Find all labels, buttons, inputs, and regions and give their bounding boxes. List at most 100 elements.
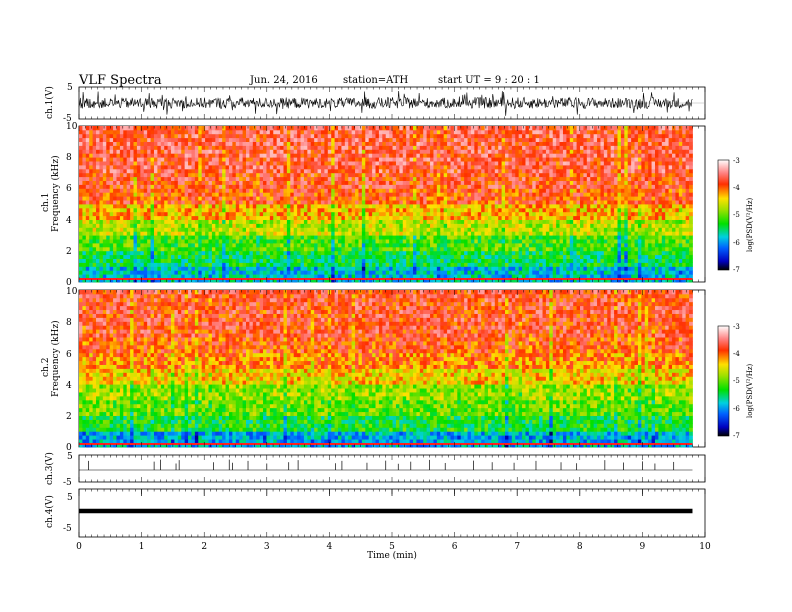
spectrogram-cell	[430, 231, 434, 236]
spectrogram-cell	[358, 196, 363, 201]
spectrogram-cell	[351, 157, 356, 162]
spectrogram-cell	[378, 258, 383, 263]
spectrogram-cell	[389, 176, 393, 181]
spectrogram-cell	[382, 180, 387, 185]
spectrogram-cell	[300, 235, 305, 240]
spectrogram-cell	[460, 200, 465, 205]
spectrogram-cell	[491, 141, 496, 146]
spectrogram-cell	[334, 180, 339, 185]
spectrogram-cell	[395, 223, 400, 228]
spectrogram-cell	[460, 204, 465, 209]
spectrogram-cell	[365, 176, 370, 181]
spectrogram-cell	[331, 149, 336, 154]
spectrogram-cell	[256, 223, 261, 228]
spectrogram-cell	[157, 157, 162, 162]
spectrogram-cell	[484, 235, 489, 240]
spectrogram-cell	[310, 204, 315, 209]
spectrogram-cell	[136, 278, 141, 283]
spectrogram-cell	[358, 153, 363, 158]
spectrogram-cell	[341, 270, 346, 275]
spectrogram-cell	[99, 223, 104, 228]
spectrogram-cell	[280, 200, 284, 205]
spectrogram-cell	[99, 200, 104, 205]
spectrogram-cell	[453, 161, 458, 166]
spectrogram-cell	[416, 157, 421, 162]
spectrogram-cell	[102, 168, 107, 174]
spectrogram-cell	[92, 207, 97, 213]
spectrogram-cell	[477, 165, 482, 170]
spectrogram-cell	[273, 250, 278, 256]
spectrogram-cell	[218, 262, 223, 267]
spectrogram-cell	[450, 165, 455, 170]
spectrogram-cell	[361, 270, 366, 275]
spectrogram-cell	[327, 161, 332, 166]
spectrogram-cell	[402, 207, 407, 213]
spectrogram-cell	[310, 246, 315, 252]
spectrogram-cell	[297, 133, 301, 139]
spectrogram-cell	[119, 176, 124, 181]
spectrogram-cell	[181, 126, 186, 131]
spectrogram-cell	[341, 180, 346, 185]
spectrogram-cell	[327, 141, 332, 146]
spectrogram-cell	[106, 243, 111, 248]
spectrogram-cell	[273, 223, 278, 228]
spectrogram-cell	[307, 254, 312, 259]
spectrogram-cell	[82, 157, 87, 162]
spectrogram-cell	[215, 176, 220, 181]
spectrogram-cell	[147, 141, 151, 146]
spectrogram-cell	[474, 188, 479, 193]
spectrogram-cell	[375, 168, 380, 174]
spectrogram-cell	[126, 254, 131, 259]
spectrogram-cell	[470, 196, 475, 201]
spectrogram-cell	[102, 200, 107, 205]
spectrogram-cell	[382, 227, 387, 232]
spectrogram-cell	[440, 235, 445, 240]
spectrogram-cell	[208, 149, 213, 154]
spectrogram-cell	[467, 133, 472, 139]
spectrogram-cell	[136, 274, 141, 279]
spectrogram-cell	[102, 165, 107, 170]
spectrogram-cell	[440, 188, 445, 193]
spectrogram-cell	[164, 246, 169, 252]
spectrogram-cell	[191, 231, 196, 236]
spectrogram-cell	[372, 157, 376, 162]
spectrogram-cell	[303, 207, 308, 213]
spectrogram-cell	[147, 196, 151, 201]
spectrogram-cell	[293, 274, 298, 279]
spectrogram-cell	[385, 161, 390, 166]
spectrogram-cell	[491, 196, 496, 201]
spectrogram-cell	[174, 196, 179, 201]
spectrogram-cell	[181, 188, 186, 193]
spectrogram-cell	[389, 133, 393, 139]
spectrogram-cell	[239, 266, 243, 271]
spectrogram-cell	[474, 219, 479, 224]
spectrogram-cell	[334, 153, 339, 158]
spectrogram-cell	[177, 153, 182, 158]
spectrogram-cell	[491, 243, 496, 248]
spectrogram-cell	[392, 196, 397, 201]
spectrogram-cell	[130, 149, 134, 154]
spectrogram-cell	[423, 129, 428, 135]
spectrogram-cell	[164, 254, 169, 259]
spectrogram-cell	[399, 165, 404, 170]
spectrogram-cell	[430, 211, 434, 217]
spectrogram-cell	[361, 145, 366, 150]
spectrogram-cell	[426, 145, 431, 150]
spectrogram-cell	[487, 188, 492, 193]
spectrogram-cell	[433, 207, 438, 213]
spectrogram-cell	[375, 184, 380, 189]
spectrogram-cell	[392, 211, 397, 217]
spectrogram-cell	[494, 254, 499, 259]
spectrogram-cell	[341, 141, 346, 146]
spectrogram-cell	[498, 266, 503, 271]
spectrogram-cell	[406, 262, 410, 267]
spectrogram-cell	[252, 180, 257, 185]
spectrogram-cell	[85, 274, 90, 279]
spectrogram-cell	[341, 161, 346, 166]
spectrogram-cell	[433, 215, 438, 220]
spectrogram-cell	[167, 168, 172, 174]
spectrogram-cell	[160, 246, 165, 252]
spectrogram-cell	[191, 235, 196, 240]
spectrogram-cell	[259, 231, 264, 236]
spectrogram-cell	[191, 133, 196, 139]
